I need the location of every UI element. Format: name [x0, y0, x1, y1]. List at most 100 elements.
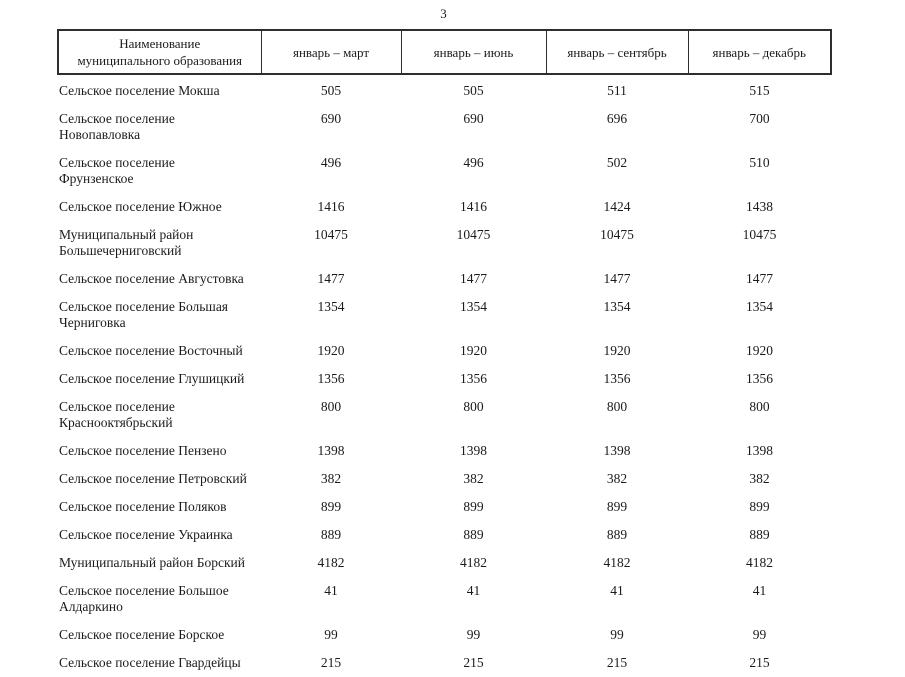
period-value: 215: [749, 655, 770, 670]
municipality-name: Сельское поселение Краснооктябрьский: [59, 399, 175, 430]
period-value: 99: [610, 627, 624, 642]
table-row: Сельское поселение Новопавловка 690 690 696…: [58, 105, 831, 149]
period-value: 1398: [460, 443, 487, 458]
header-municipality-name: Наименование муниципального образования: [57, 29, 262, 75]
period-value: 515: [749, 83, 770, 98]
table-row: Сельское поселение Большое Алдаркино 41 41…: [58, 577, 831, 621]
period-value: 1354: [317, 299, 345, 314]
period-value: 1356: [603, 371, 631, 386]
period-value: 10475: [600, 227, 634, 242]
period-value: 1477: [460, 271, 487, 286]
period-value: 99: [752, 627, 767, 642]
period-value: 1920: [746, 343, 773, 358]
period-value: 1416: [460, 199, 487, 214]
table-row: Сельское поселение Восточный 1920 1920 1920…: [58, 337, 831, 365]
municipality-name: Сельское поселение Восточный: [59, 343, 243, 358]
header-jan-dec: январь – декабрь: [687, 29, 832, 75]
period-value: 502: [606, 155, 628, 170]
period-value: 505: [463, 83, 484, 98]
municipality-name: Сельское поселение Большое Алдаркино: [59, 583, 229, 614]
period-value: 4182: [603, 555, 631, 570]
period-value: 1356: [746, 371, 773, 386]
period-value: 700: [749, 111, 770, 126]
header-jan-mar: январь – март: [260, 29, 402, 75]
period-value: 1356: [460, 371, 487, 386]
period-value: 800: [463, 399, 484, 414]
period-value: 899: [606, 499, 628, 514]
period-value: 899: [463, 499, 484, 514]
municipality-name: Сельское поселение Гвардейцы: [59, 655, 241, 670]
period-value: 4182: [317, 555, 345, 570]
table-header: Наименование муниципального образования …: [57, 29, 832, 75]
period-value: 41: [466, 583, 481, 598]
period-value: 696: [606, 111, 628, 126]
period-value: 1398: [746, 443, 773, 458]
period-value: 1398: [317, 443, 345, 458]
header-jan-sep: январь – сентябрь: [545, 29, 689, 75]
period-value: 899: [749, 499, 770, 514]
period-value: 511: [607, 83, 627, 98]
period-value: 800: [606, 399, 628, 414]
period-value: 496: [463, 155, 484, 170]
page-number: 3: [440, 6, 447, 21]
municipality-name: Сельское поселение Мокша: [59, 83, 220, 98]
period-value: 1920: [460, 343, 487, 358]
period-value: 99: [324, 627, 338, 642]
table-row: Сельское поселение Мокша 505 505 511 515: [58, 74, 831, 105]
period-value: 382: [606, 471, 628, 486]
period-value: 10475: [456, 227, 491, 242]
period-value: 899: [320, 499, 342, 514]
municipality-name: Сельское поселение Петровский: [59, 471, 247, 486]
period-value: 99: [466, 627, 481, 642]
period-value: 889: [749, 527, 770, 542]
header-row: Наименование муниципального образования …: [57, 29, 832, 75]
municipality-name: Муниципальный район Большечерниговский: [59, 227, 194, 258]
period-value: 800: [320, 399, 342, 414]
municipality-name: Сельское поселение Украинка: [59, 527, 233, 542]
table-row: Муниципальный район Большечерниговский 10…: [58, 221, 831, 265]
table-row: Сельское поселение Краснооктябрьский 800 8…: [58, 393, 831, 437]
period-value: 889: [606, 527, 628, 542]
table-row: Сельское поселение Петровский 382 382 382 38…: [58, 465, 831, 493]
period-value: 41: [610, 583, 624, 598]
period-value: 690: [320, 111, 342, 126]
municipality-name: Муниципальный район Борский: [59, 555, 246, 570]
period-value: 1416: [317, 199, 345, 214]
table-row: Сельское поселение Глушицкий 1356 1356 1356…: [58, 365, 831, 393]
municipality-name: Сельское поселение Августовка: [59, 271, 244, 286]
period-value: 1920: [317, 343, 345, 358]
municipality-name: Сельское поселение Поляков: [59, 499, 227, 514]
period-value: 1477: [603, 271, 631, 286]
period-value: 382: [749, 471, 770, 486]
period-value: 800: [749, 399, 770, 414]
period-value: 10475: [742, 227, 777, 242]
period-value: 496: [320, 155, 342, 170]
municipality-name: Сельское поселение Новопавловка: [59, 111, 175, 142]
table-body: Сельское поселение Мокша 505 505 511 515 Сель…: [58, 74, 831, 677]
municipality-name: Сельское поселение Южное: [59, 199, 222, 214]
municipality-name: Сельское поселение Большая Черниговка: [59, 299, 229, 330]
period-value: 510: [749, 155, 770, 170]
period-value: 4182: [460, 555, 487, 570]
period-value: 1354: [746, 299, 773, 314]
period-value: 41: [324, 583, 338, 598]
period-value: 382: [320, 471, 342, 486]
table-row: Сельское поселение Гвардейцы 215 215 215 215: [58, 649, 831, 677]
table-row: Сельское поселение Августовка 1477 1477 147…: [58, 265, 831, 293]
period-value: 1356: [317, 371, 345, 386]
period-value: 1354: [603, 299, 631, 314]
period-value: 1354: [460, 299, 487, 314]
period-value: 1477: [317, 271, 345, 286]
period-value: 690: [463, 111, 484, 126]
municipalities-table: Наименование муниципального образования …: [57, 29, 832, 677]
period-value: 1920: [603, 343, 631, 358]
period-value: 215: [320, 655, 342, 670]
table-row: Сельское поселение Фрунзенское 496 496 502 5…: [58, 149, 831, 193]
municipality-name: Сельское поселение Глушицкий: [59, 371, 245, 386]
table-row: Сельское поселение Борское 99 99 99 99: [58, 621, 831, 649]
period-value: 10475: [314, 227, 348, 242]
municipality-name: Сельское поселение Фрунзенское: [59, 155, 175, 186]
table-row: Сельское поселение Южное 1416 1416 1424 1438: [58, 193, 831, 221]
table-row: Сельское поселение Поляков 899 899 899 899: [58, 493, 831, 521]
